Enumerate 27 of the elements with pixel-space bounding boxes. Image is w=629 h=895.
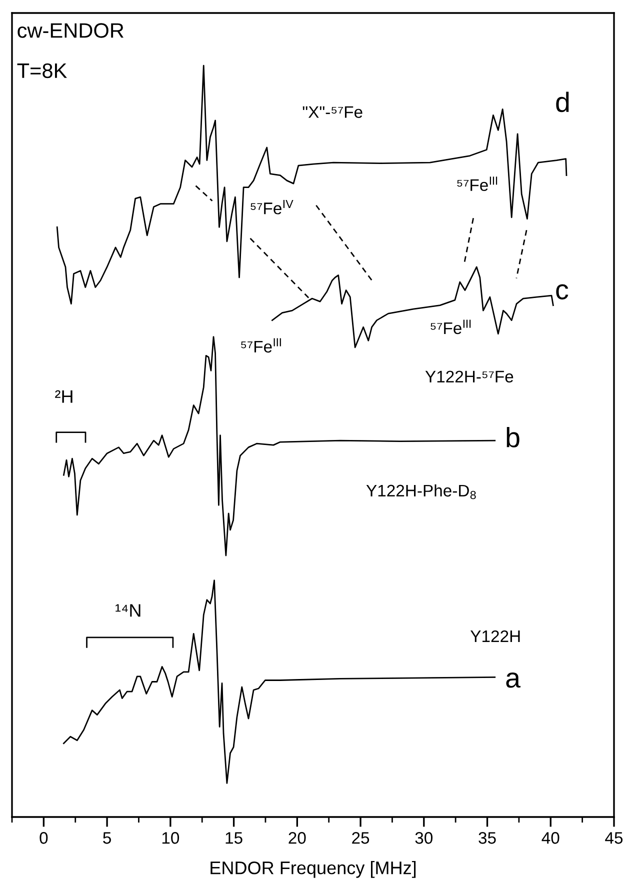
annotation: ⁵⁷Fe$^{III}$ (430, 320, 471, 334)
annotation: ⁵⁷Fe$^{III}$ (241, 338, 281, 353)
x-tick-label: 10 (162, 832, 180, 844)
annotation: a (506, 672, 520, 688)
x-tick-label: 5 (103, 832, 111, 844)
text: Y122H (470, 630, 520, 642)
x-tick-label: 30 (415, 832, 433, 844)
x-tick-label: 40 (542, 832, 560, 844)
x-axis-title: ENDOR Frequency [MHz] (210, 861, 416, 878)
annotation: d (556, 92, 569, 112)
x-tick-label: 15 (226, 832, 242, 844)
annotation: b (506, 426, 520, 448)
annotation: ⁵⁷Fe$^{III}$ (457, 176, 498, 191)
annotation: ²H (55, 390, 72, 403)
x-tick-label: 20 (288, 832, 306, 844)
annotation: ¹⁴N (116, 604, 140, 617)
text: cw-ENDOR (18, 23, 124, 38)
text: Y122H-Phe-D$_{8}$ (366, 484, 476, 500)
x-tick-label: 45 (605, 832, 623, 844)
x-tick-label: 35 (478, 832, 496, 844)
x-tick-label: 25 (352, 832, 370, 844)
x-tick-label: 0 (40, 832, 48, 844)
text: "X"-⁵⁷Fe (302, 106, 362, 118)
annotation: c (556, 284, 568, 300)
annotation: ⁵⁷Fe$^{IV}$ (250, 200, 294, 214)
annotation: T=8K (17, 63, 67, 78)
text: Y122H-⁵⁷Fe (425, 370, 514, 382)
